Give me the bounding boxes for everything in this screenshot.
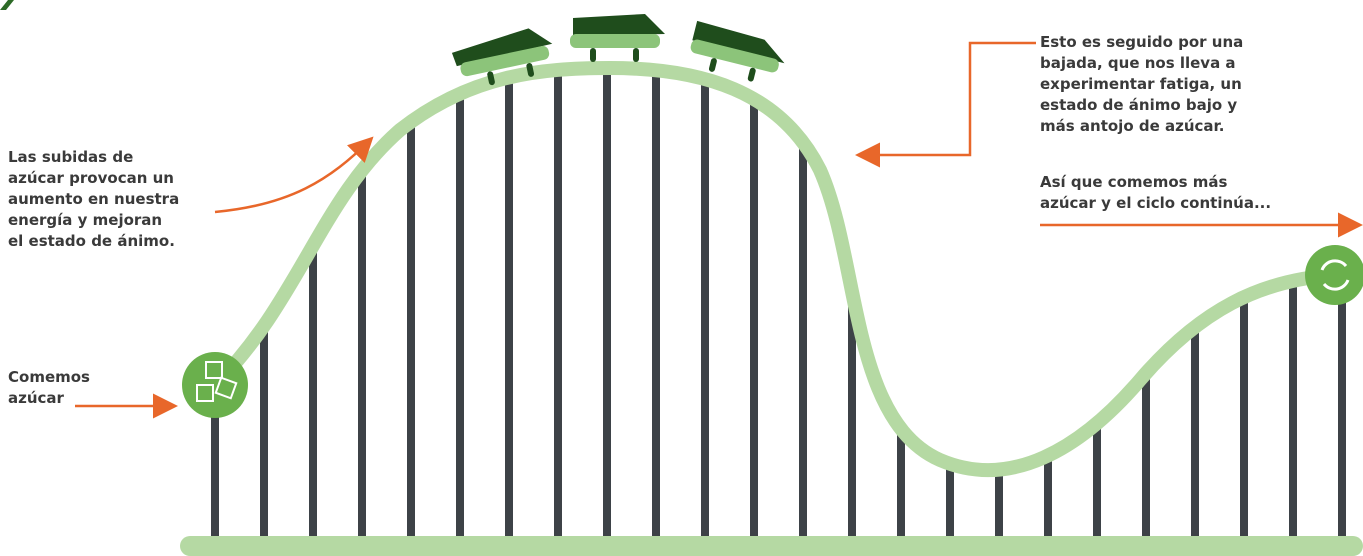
annotation-line: Comemos	[8, 368, 90, 386]
annotation-line: bajada, que nos lleva a	[1040, 54, 1236, 72]
annotation-line: aumento en nuestra	[8, 190, 179, 208]
annotation-line: Esto es seguido por una	[1040, 33, 1243, 51]
track	[208, 60, 1342, 477]
annotation-line: azúcar	[8, 389, 65, 407]
carts	[451, 14, 785, 86]
annotation-line: azúcar y el ciclo continúa...	[1040, 194, 1271, 212]
annotation-line: el estado de ánimo.	[8, 232, 175, 250]
corner-mark	[0, 0, 14, 10]
annotation-line: más antojo de azúcar.	[1040, 117, 1224, 135]
sugar-icon	[182, 352, 248, 418]
annotations: Las subidas de azúcar provocan un aumento …	[8, 33, 1271, 407]
annotation-line: experimentar fatiga, un	[1040, 75, 1242, 93]
annotation-line: estado de ánimo bajo y	[1040, 96, 1237, 114]
annotation-line: Así que comemos más	[1040, 173, 1228, 191]
cycle-icon	[1305, 245, 1363, 305]
annotation-line: azúcar provocan un	[8, 169, 174, 187]
arrows	[75, 41, 1363, 419]
base	[180, 536, 1363, 556]
annotation-line: Las subidas de	[8, 148, 133, 166]
annotation-line: energía y mejoran	[8, 211, 162, 229]
